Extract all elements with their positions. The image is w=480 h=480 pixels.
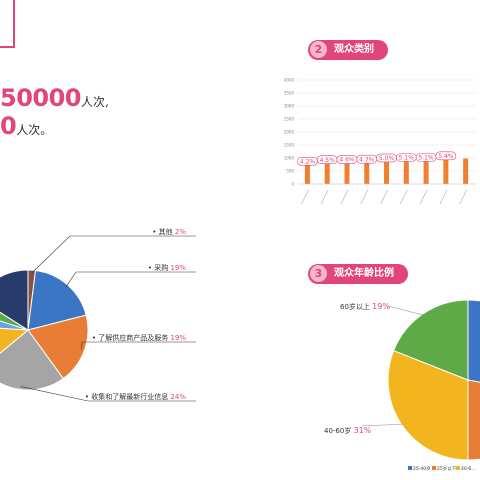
age-legend-swatch-1: [432, 466, 436, 470]
bar-ytick-4: 2000: [284, 130, 295, 135]
age-pie-slice-2: [387, 349, 469, 461]
header-number-1: 50000: [0, 84, 82, 112]
section-title-category: 观众类别: [334, 44, 374, 55]
age-label-2: 40-60岁 31%: [324, 426, 372, 435]
bar-ytick-6: 3000: [284, 104, 295, 109]
purpose-pie-slice-1: [27, 269, 87, 331]
bar-category-tick-1: [320, 189, 329, 205]
bar-category-tick-6: [419, 189, 428, 205]
bar-0: [304, 165, 310, 184]
bar-data-label-4: 5.0%: [379, 155, 395, 162]
age-label-3: 60岁以上 19%: [340, 302, 390, 311]
purpose-label-0: • 其他 2%: [152, 227, 186, 236]
bar-ytick-7: 3500: [284, 91, 295, 96]
bar-data-label-1: 4.5%: [320, 157, 336, 164]
bar-category-tick-7: [439, 189, 448, 205]
purpose-pie-slice-3: [0, 329, 64, 391]
purpose-pie-slice-2: [27, 314, 89, 380]
header-unit-2: 人次。: [16, 123, 53, 137]
purpose-pie-slice-4: [0, 327, 30, 354]
bar-ytick-2: 1000: [284, 156, 295, 161]
bar-data-label-0: 4.2%: [300, 158, 316, 165]
age-legend-label-2: 40-6...: [461, 466, 476, 472]
corner-bracket: [0, 0, 15, 48]
bar-ytick-0: 0: [291, 182, 294, 187]
bar-ytick-5: 2500: [284, 117, 295, 122]
purpose-label-3: • 收集和了解最新行业信息 24%: [85, 392, 187, 401]
age-leader-2: [361, 423, 404, 427]
bar-data-label-6: 5.1%: [418, 155, 434, 162]
bar-ytick-1: 500: [286, 169, 294, 174]
header-unit-1: 人次,: [81, 95, 109, 109]
age-legend-label-0: 25-40岁: [413, 465, 431, 472]
purpose-pie-slice-7: [0, 269, 29, 331]
bar-ytick-3: 1500: [284, 143, 295, 148]
section-badge-category: 2 观众类别: [308, 40, 388, 60]
header-line-1: 50000人次,: [0, 84, 109, 112]
age-legend-swatch-2: [456, 466, 460, 470]
age-pie-slice-1: [467, 379, 480, 461]
bar-data-label-7: 5.4%: [438, 153, 454, 160]
age-legend-swatch-0: [408, 466, 412, 470]
purpose-leader-3: [20, 386, 196, 402]
bar-ytick-8: 4000: [284, 78, 295, 83]
bar-6: [423, 161, 429, 184]
age-legend-label-1: 25岁以下: [437, 465, 457, 472]
bar-8: [463, 158, 469, 184]
bar-2: [344, 163, 350, 184]
section-title-age: 观众年龄比例: [334, 268, 394, 279]
purpose-leader-2: [81, 341, 196, 350]
purpose-leader-1: [65, 271, 196, 288]
bar-category-tick-2: [340, 189, 349, 205]
bar-category-tick-3: [360, 189, 369, 205]
bar-1: [324, 163, 330, 184]
bar-3: [364, 163, 370, 184]
purpose-label-1: • 采购 19%: [148, 263, 187, 272]
section-number-3: 3: [310, 265, 327, 282]
bar-5: [403, 161, 409, 184]
bar-category-tick-8: [459, 189, 468, 205]
bar-label-pill-7: [435, 151, 457, 161]
bar-data-label-5: 5.1%: [399, 155, 415, 162]
bar-category-tick-5: [399, 189, 408, 205]
bar-4: [384, 161, 390, 184]
purpose-leader-0: [31, 235, 196, 274]
bar-category-tick-4: [380, 189, 388, 205]
purpose-label-2: • 了解供应商产品及服务 19%: [92, 333, 187, 342]
section-number-2: 2: [310, 41, 327, 58]
age-pie-slice-0: [467, 299, 480, 383]
header-number-2: 0: [0, 112, 17, 140]
section-badge-age: 3 观众年龄比例: [308, 264, 408, 284]
header-line-2: 0人次。: [0, 112, 52, 140]
age-leader-3: [387, 305, 424, 316]
bar-category-tick-0: [301, 189, 309, 205]
bar-data-label-2: 4.6%: [339, 157, 355, 164]
bar-7: [443, 159, 449, 184]
bar-data-label-3: 4.7%: [359, 156, 375, 163]
age-pie-slice-3: [392, 299, 469, 381]
